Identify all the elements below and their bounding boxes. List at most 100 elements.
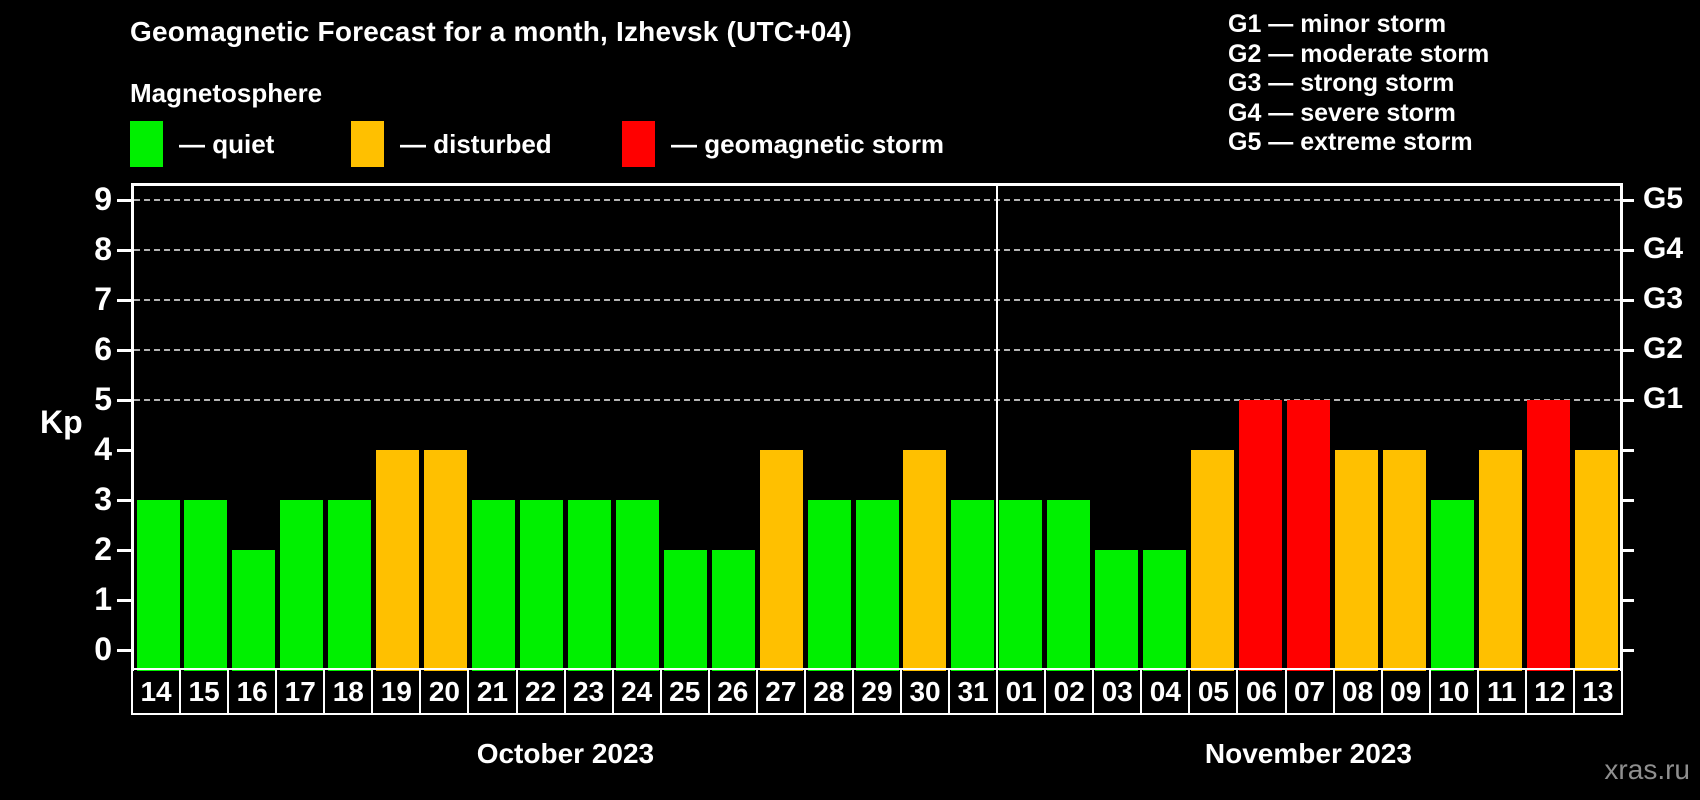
y-tick-label: 9 <box>94 181 112 217</box>
date-label: 21 <box>469 670 518 713</box>
kp-bar-15 <box>184 500 228 671</box>
date-label: 24 <box>614 670 662 713</box>
kp-bar-26 <box>711 550 755 671</box>
date-axis-row: 14 15 16 17 18 19 20 21 22 23 24 25 26 27 28 29 30 31 01 02… <box>131 668 1623 715</box>
plot-area <box>131 183 1623 671</box>
kp-bar-08 <box>1334 450 1378 671</box>
left-axis-tick <box>117 249 131 252</box>
date-label: 22 <box>518 670 566 713</box>
kp-bar-21 <box>472 500 516 671</box>
y-tick-label: 3 <box>94 481 112 517</box>
kp-bar-01 <box>999 500 1043 671</box>
y-tick-label: 7 <box>94 281 112 317</box>
kp-bar-28 <box>807 500 851 671</box>
y-tick-label: 0 <box>94 631 112 667</box>
month-divider <box>995 186 998 671</box>
date-label: 27 <box>758 670 806 713</box>
date-label: 05 <box>1190 670 1239 713</box>
date-label: 02 <box>1046 670 1095 713</box>
date-label: 03 <box>1094 670 1143 713</box>
kp-bar-24 <box>615 500 659 671</box>
date-label: 13 <box>1582 675 1614 707</box>
right-axis-tick <box>1620 449 1634 452</box>
legend-item-storm: — geomagnetic storm <box>622 120 944 168</box>
month-label-1: November 2023 <box>1204 738 1412 769</box>
magnetosphere-label: Magnetosphere <box>130 78 323 108</box>
y-tick-label: 8 <box>94 231 112 267</box>
date-label: 14 <box>133 670 182 713</box>
g3-legend-line: G3 — strong storm <box>1228 69 1455 97</box>
kp-bar-12 <box>1526 400 1570 671</box>
g-scale-legend: G1 — minor storm G2 — moderate storm G3 … <box>1228 10 1489 158</box>
kp-bar-10 <box>1430 500 1474 671</box>
right-axis-tick <box>1620 349 1634 352</box>
kp-bar-20 <box>424 450 468 671</box>
date-label: 08 <box>1335 670 1383 713</box>
kp-bar-09 <box>1382 450 1426 671</box>
quiet-swatch-icon <box>130 121 163 167</box>
right-axis-tick <box>1620 649 1634 652</box>
date-label: 25 <box>662 670 710 713</box>
y-tick-label: 6 <box>94 331 112 367</box>
y-axis-title: Kp <box>40 404 83 440</box>
kp-bar-29 <box>855 500 899 671</box>
kp-bar-02 <box>1047 500 1091 671</box>
kp-bar-07 <box>1286 400 1330 671</box>
left-axis-tick <box>117 649 131 652</box>
right-axis-tick <box>1620 249 1634 252</box>
y-tick-label: 1 <box>94 581 112 617</box>
right-axis-tick <box>1620 199 1634 202</box>
kp-bar-13 <box>1574 450 1618 671</box>
left-axis-tick <box>117 199 131 202</box>
kp-bar-11 <box>1478 450 1522 671</box>
date-label: 18 <box>325 670 374 713</box>
left-axis-tick <box>117 599 131 602</box>
date-label: 20 <box>421 670 470 713</box>
date-label: 12 <box>1527 670 1575 713</box>
date-label: 28 <box>806 670 854 713</box>
kp-bar-23 <box>567 500 611 671</box>
date-label: 11 <box>1479 670 1527 713</box>
date-label: 01 <box>998 670 1047 713</box>
left-axis-tick <box>117 399 131 402</box>
g5-legend-line: G5 — extreme storm <box>1228 128 1473 156</box>
g4-legend-line: G4 — severe storm <box>1228 98 1456 127</box>
g-level-label-g5: G5 <box>1643 182 1684 215</box>
date-label: 26 <box>710 670 758 713</box>
legend-label-storm: — geomagnetic storm <box>671 128 945 159</box>
g-level-label-g2: G2 <box>1643 332 1684 365</box>
page-title: Geomagnetic Forecast for a month, Izhevs… <box>130 16 852 47</box>
date-label: 17 <box>277 670 326 713</box>
date-label: 19 <box>373 670 422 713</box>
right-axis-tick <box>1620 399 1634 402</box>
gridline-kp6 <box>134 349 1620 351</box>
kp-bar-16 <box>232 550 276 671</box>
right-axis-tick <box>1620 299 1634 302</box>
date-label: 15 <box>181 670 230 713</box>
left-axis-tick <box>117 349 131 352</box>
kp-bar-06 <box>1239 400 1283 671</box>
date-label: 29 <box>854 670 902 713</box>
date-label: 04 <box>1142 670 1191 713</box>
kp-bar-27 <box>759 450 803 671</box>
right-axis-tick <box>1620 549 1634 552</box>
g-level-label-g4: G4 <box>1643 232 1684 265</box>
left-axis-tick <box>117 449 131 452</box>
left-axis-tick <box>117 549 131 552</box>
gridline-kp8 <box>134 249 1620 251</box>
left-axis-tick <box>117 299 131 302</box>
g-level-label-g3: G3 <box>1643 282 1684 315</box>
gridline-kp5 <box>134 399 1620 401</box>
date-label: 30 <box>902 670 951 713</box>
y-tick-label: 4 <box>94 431 112 467</box>
date-label: 07 <box>1287 670 1335 713</box>
gridline-kp9 <box>134 199 1620 201</box>
right-axis-tick <box>1620 599 1634 602</box>
watermark: xras.ru <box>1604 754 1690 785</box>
storm-swatch-icon <box>622 121 655 167</box>
kp-bar-25 <box>663 550 707 671</box>
kp-bar-14 <box>136 500 180 671</box>
kp-bar-22 <box>519 500 563 671</box>
kp-bar-19 <box>376 450 420 671</box>
